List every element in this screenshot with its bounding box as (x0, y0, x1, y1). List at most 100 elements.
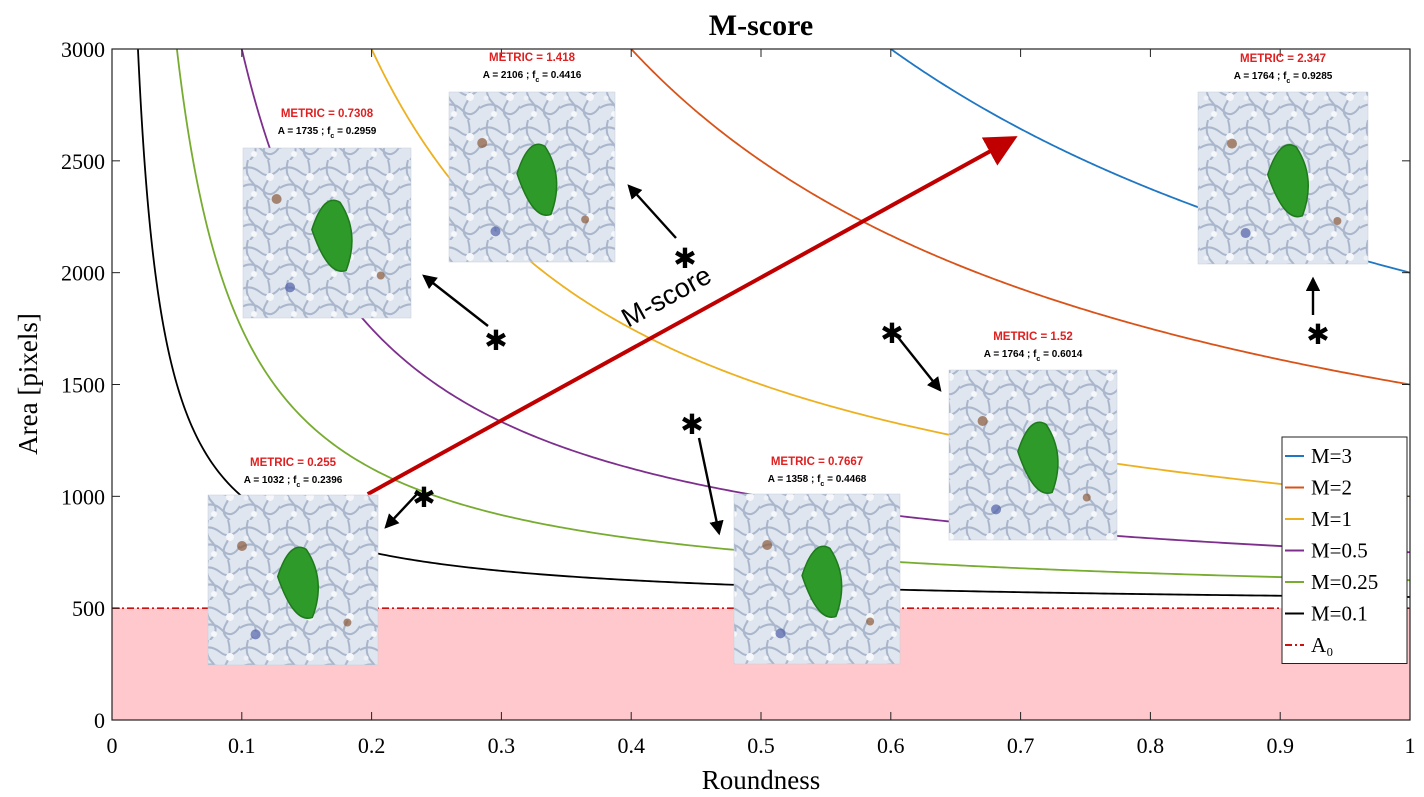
asterisk-marker: ✱ (880, 317, 903, 350)
annotation-metric: METRIC = 0.255 (250, 457, 337, 469)
legend-label: M=0.1 (1311, 602, 1368, 626)
annotation-arrow (627, 184, 677, 239)
brown-stain (977, 416, 988, 426)
cell-annotation: METRIC = 2.347 A = 1764 ; fc = 0.9285 ✱ (1197, 53, 1369, 351)
stained-cell (276, 546, 319, 619)
x-axis-label: Roundness (702, 765, 821, 795)
annotation-fc-value: = 0.6014 (1040, 349, 1082, 360)
nucleus (1240, 228, 1251, 239)
cell-annotation: METRIC = 0.255 A = 1032 ; fc = 0.2396 ✱ (207, 457, 436, 666)
asterisk-marker: ✱ (680, 408, 703, 441)
annotation-area: A = 1764 ; (984, 349, 1033, 360)
x-tick-label: 0 (107, 733, 118, 758)
trend-arrow-label: M-score (616, 260, 716, 333)
annotation-area: A = 1764 ; (1234, 71, 1283, 82)
y-tick-label: 0 (94, 708, 105, 733)
annotation-info: A = 1764 ; fc = 0.9285 (1234, 71, 1333, 85)
annotation-arrow (697, 437, 724, 536)
stained-cell (516, 143, 558, 216)
annotation-area: A = 1358 ; (768, 474, 817, 485)
x-tick-label: 0.8 (1137, 733, 1165, 758)
brown-stain (237, 541, 247, 551)
nucleus (285, 282, 296, 293)
legend-entry: M=1 (1285, 507, 1352, 531)
nucleus (775, 628, 786, 639)
annotation-metric: METRIC = 1.52 (993, 331, 1073, 343)
legend-label: M=2 (1311, 476, 1352, 500)
brown-stain (1333, 217, 1342, 225)
axes: 0 0.1 0.2 0.3 0.4 0.5 0.6 0.7 0.8 0.9 1 0 500 1000 15… (61, 37, 1416, 758)
curve-m-1 (370, 49, 1410, 498)
annotation-info: A = 1735 ; fc = 0.2959 (278, 126, 377, 140)
annotation-arrow (384, 493, 418, 529)
x-tick-label: 0.1 (228, 733, 256, 758)
annotation-info: A = 1358 ; fc = 0.4468 (768, 474, 867, 488)
annotation-fc-sub: c (1286, 78, 1290, 85)
curve-m-0-25 (175, 49, 1410, 582)
annotation-fc: f (1033, 349, 1037, 360)
legend-entry: M=0.5 (1285, 539, 1368, 563)
brown-stain (866, 617, 875, 626)
annotation-fc-value: = 0.4416 (539, 70, 581, 81)
brown-stain (343, 618, 352, 627)
y-tick-label: 1000 (61, 484, 105, 509)
annotation-fc-value: = 0.2396 (300, 475, 342, 486)
y-tick-label: 2000 (61, 261, 105, 286)
annotation-info: A = 2106 ; fc = 0.4416 (483, 70, 582, 84)
brown-stain (271, 194, 282, 204)
y-axis-label: Area [pixels] (13, 313, 43, 455)
legend-entry: M=0.1 (1285, 602, 1368, 626)
annotation-fc: f (327, 126, 331, 137)
annotation-fc: f (293, 475, 297, 486)
legend-label: M=0.25 (1311, 570, 1378, 594)
x-tick-label: 0.7 (1007, 733, 1035, 758)
annotation-metric: METRIC = 2.347 (1240, 53, 1326, 65)
annotation-fc: f (532, 70, 536, 81)
legend-label: A₀ (1311, 633, 1334, 657)
annotation-fc: f (1283, 71, 1287, 82)
brown-stain (1082, 493, 1091, 502)
annotation-arrow (422, 274, 489, 327)
stained-cell (311, 199, 353, 272)
y-tick-label: 500 (72, 596, 105, 621)
asterisk-marker: ✱ (673, 242, 696, 275)
curve-m-0-1 (137, 49, 1410, 598)
x-tick-label: 0.6 (877, 733, 905, 758)
x-tick-label: 0.4 (617, 733, 645, 758)
annotation-info: A = 1764 ; fc = 0.6014 (984, 349, 1083, 363)
y-tick-label: 2500 (61, 149, 105, 174)
annotation-fc-sub: c (296, 482, 300, 489)
annotation-info: A = 1032 ; fc = 0.2396 (244, 475, 343, 489)
stained-cell (1017, 421, 1059, 494)
annotation-fc-sub: c (535, 77, 539, 84)
chart-title: M-score (709, 9, 813, 42)
cell-annotation: METRIC = 0.7667 A = 1358 ; fc = 0.4468 ✱ (680, 408, 901, 665)
annotation-fc-value: = 0.2959 (334, 126, 376, 137)
annotation-fc-sub: c (330, 133, 334, 140)
annotation-fc-sub: c (1036, 356, 1040, 363)
annotation-metric: METRIC = 0.7308 (281, 108, 374, 120)
annotation-area: A = 2106 ; (483, 70, 532, 81)
x-tick-label: 0.9 (1266, 733, 1294, 758)
x-tick-label: 0.5 (747, 733, 775, 758)
stained-cell (1266, 144, 1309, 218)
annotation-fc-sub: c (820, 481, 824, 488)
annotation-area: A = 1735 ; (278, 126, 327, 137)
x-ticks: 0 0.1 0.2 0.3 0.4 0.5 0.6 0.7 0.8 0.9 1 (107, 49, 1416, 758)
asterisk-marker: ✱ (1306, 318, 1329, 351)
y-tick-label: 1500 (61, 373, 105, 398)
cell-annotation: METRIC = 0.7308 A = 1735 ; fc = 0.2959 ✱ (242, 108, 508, 357)
curve-m-2 (629, 49, 1410, 386)
legend-entry: A₀ (1285, 633, 1334, 657)
cell-annotation: METRIC = 1.418 A = 2106 ; fc = 0.4416 ✱ (448, 52, 697, 275)
brown-stain (762, 540, 773, 550)
brown-stain (1227, 138, 1237, 149)
brown-stain (477, 138, 488, 148)
legend: M=3 M=2 M=1 M=0.5 M=0.25 M=0.1 A₀ (1281, 436, 1408, 664)
cell-annotation: METRIC = 1.52 A = 1764 ; fc = 0.6014 ✱ (880, 317, 1118, 541)
asterisk-marker: ✱ (484, 324, 507, 357)
x-tick-label: 0.2 (358, 733, 386, 758)
nucleus (991, 504, 1002, 515)
